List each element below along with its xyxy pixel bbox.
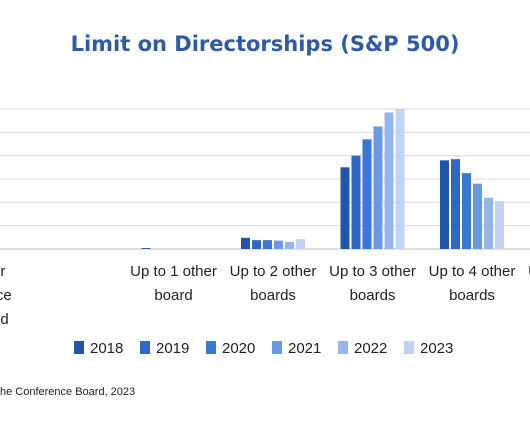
legend-label-2022: 2022 [354, 340, 387, 357]
category-label: boards [449, 287, 495, 304]
bar-2019-cat-3 [351, 155, 361, 249]
bar-2019-cat-4 [451, 159, 460, 249]
category-label: Up to 1 other [130, 263, 217, 280]
bar-2023-cat-2 [296, 239, 305, 249]
legend-label-2023: 2023 [420, 340, 453, 357]
bar-2021-cat-4 [473, 183, 482, 249]
category-label: Up to 4 other [429, 263, 516, 280]
bar-2018-cat-3 [340, 167, 350, 249]
legend-label-2021: 2021 [288, 340, 321, 357]
bar-2018-cat-4 [440, 160, 449, 249]
bar-2020-cat-4 [462, 173, 471, 249]
legend-swatch-2019 [140, 341, 150, 354]
legend-label-2018: 2018 [90, 340, 123, 357]
bar-2018-cat-1 [141, 248, 151, 249]
category-label: Up to 2 other [230, 263, 317, 280]
category-label: rvice [0, 287, 12, 304]
category-label: boards [350, 287, 396, 304]
legend-label-2020: 2020 [222, 340, 255, 357]
legend-swatch-2023 [404, 341, 414, 354]
bar-2022-cat-3 [384, 112, 394, 249]
bar-2021-cat-2 [274, 240, 283, 249]
source-note: he Conference Board, 2023 [0, 386, 136, 398]
bar-2019-cat-2 [252, 240, 261, 249]
category-label: er [0, 263, 5, 280]
legend-swatch-2020 [206, 341, 216, 354]
legend-swatch-2022 [338, 341, 348, 354]
category-label: board [154, 287, 192, 304]
gridlines [0, 108, 530, 250]
bar-2022-cat-2 [285, 241, 294, 249]
bar-2022-cat-4 [484, 197, 493, 249]
bar-2020-cat-3 [362, 139, 372, 249]
category-labels: er rvice ed Up to 1 other board Up to 2 other… [0, 263, 530, 328]
chart-title: Limit on Directorships (S&P 500) [70, 32, 460, 56]
category-label: Up to 3 other [329, 263, 416, 280]
bar-2021-cat-3 [373, 126, 383, 249]
legend-swatch-2021 [272, 341, 282, 354]
bar-2018-cat-2 [241, 237, 250, 249]
bar-2020-cat-2 [263, 240, 272, 249]
bar-2023-cat-3 [395, 109, 405, 249]
bar-2023-cat-4 [495, 201, 504, 249]
category-label: boards [250, 287, 296, 304]
legend-swatch-2018 [74, 341, 84, 354]
legend-label-2019: 2019 [156, 340, 189, 357]
category-label: Up to 5 other [528, 263, 530, 280]
legend: 2018 2019 2020 2021 2022 2023 [74, 340, 453, 357]
category-label: ed [0, 311, 9, 328]
bars [141, 109, 504, 249]
